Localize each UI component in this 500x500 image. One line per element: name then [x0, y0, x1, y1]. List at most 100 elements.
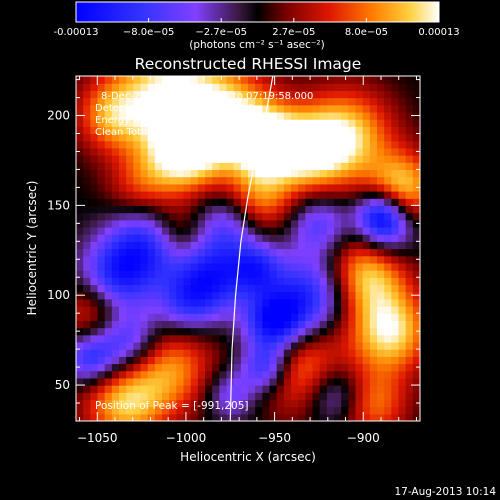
heatmap-cell: [334, 363, 342, 372]
heatmap-cell: [255, 298, 263, 307]
heatmap-cell: [190, 90, 199, 99]
heatmap-cell: [369, 90, 378, 99]
heatmap-cell: [226, 370, 235, 379]
heatmap-cell: [169, 363, 177, 372]
heatmap-cell: [140, 370, 149, 379]
heatmap-cell: [133, 413, 142, 421]
heatmap-cell: [369, 298, 378, 307]
heatmap-cell: [133, 111, 142, 120]
heatmap-cell: [126, 262, 134, 271]
heatmap-cell: [147, 205, 156, 214]
heatmap-cell: [226, 341, 235, 350]
heatmap-cell: [334, 392, 342, 401]
heatmap-cell: [162, 320, 170, 329]
heatmap-cell: [111, 313, 120, 321]
heatmap-cell: [341, 169, 349, 178]
heatmap-cell: [269, 97, 278, 106]
heatmap-cell: [233, 162, 242, 171]
heatmap-cell: [197, 356, 206, 365]
heatmap-cell: [262, 76, 271, 84]
heatmap-cell: [190, 248, 199, 257]
heatmap-cell: [140, 212, 149, 221]
heatmap-cell: [248, 262, 256, 271]
heatmap-cell: [176, 183, 185, 192]
heatmap-cell: [205, 104, 213, 113]
heatmap-cell: [197, 349, 206, 357]
heatmap-cell: [384, 212, 392, 221]
heatmap-cell: [355, 270, 364, 278]
heatmap-cell: [291, 255, 299, 264]
heatmap-cell: [212, 413, 220, 421]
heatmap-cell: [262, 140, 271, 149]
heatmap-cell: [391, 126, 400, 135]
colorbar-frame: [75, 1, 440, 23]
heatmap-cell: [334, 183, 342, 192]
heatmap-cell: [147, 104, 156, 113]
heatmap-cell: [384, 255, 392, 264]
heatmap-cell: [291, 270, 299, 278]
heatmap-cell: [83, 349, 91, 357]
heatmap-cell: [169, 111, 177, 120]
heatmap-cell: [197, 284, 206, 293]
heatmap-cell: [197, 327, 206, 336]
heatmap-cell: [305, 392, 314, 401]
heatmap-cell: [355, 291, 364, 300]
heatmap-cell: [305, 399, 314, 408]
heatmap-cell: [162, 284, 170, 293]
heatmap-cell: [384, 97, 392, 106]
heatmap-cell: [226, 219, 235, 228]
heatmap-cell: [197, 370, 206, 379]
heatmap-cell: [212, 133, 220, 142]
heatmap-cell: [97, 262, 106, 271]
y-tick-label: 150: [47, 198, 70, 212]
heatmap-cell: [205, 191, 213, 199]
heatmap-cell: [133, 119, 142, 127]
heatmap-cell: [169, 313, 177, 321]
heatmap-cell: [219, 262, 228, 271]
heatmap-cell: [262, 219, 271, 228]
heatmap-cell: [269, 298, 278, 307]
heatmap-cell: [384, 270, 392, 278]
heatmap-cell: [276, 298, 285, 307]
heatmap-cell: [326, 212, 335, 221]
heatmap-cell: [104, 334, 113, 343]
heatmap-cell: [205, 198, 213, 206]
heatmap-cell: [240, 76, 249, 84]
heatmap-cell: [140, 406, 149, 415]
heatmap-cell: [377, 291, 385, 300]
heatmap-cell: [111, 270, 120, 278]
heatmap-cell: [104, 370, 113, 379]
heatmap-cell: [154, 76, 163, 84]
heatmap-cell: [169, 140, 177, 149]
heatmap-cell: [369, 392, 378, 401]
heatmap-cell: [312, 306, 321, 314]
heatmap-cell: [248, 191, 256, 199]
heatmap-cell: [362, 111, 371, 120]
heatmap-cell: [291, 341, 299, 350]
heatmap-cell: [305, 226, 314, 235]
heatmap-cell: [154, 162, 163, 171]
heatmap-cell: [298, 147, 306, 156]
heatmap-cell: [305, 262, 314, 271]
heatmap-cell: [219, 147, 228, 156]
heatmap-cell: [190, 349, 199, 357]
heatmap-cell: [369, 104, 378, 113]
heatmap-cell: [262, 234, 271, 242]
heatmap-cell: [305, 291, 314, 300]
heatmap-cell: [83, 363, 91, 372]
heatmap-cell: [248, 104, 256, 113]
heatmap-cell: [377, 176, 385, 185]
heatmap-cell: [183, 126, 192, 135]
heatmap-cell: [405, 97, 414, 106]
heatmap-cell: [76, 341, 84, 350]
heatmap-cell: [212, 198, 220, 206]
heatmap-cell: [276, 191, 285, 199]
heatmap-cell: [412, 83, 420, 91]
heatmap-cell: [104, 320, 113, 329]
heatmap-cell: [162, 334, 170, 343]
heatmap-cell: [154, 226, 163, 235]
heatmap-cell: [384, 155, 392, 163]
heatmap-cell: [276, 104, 285, 113]
heatmap-cell: [183, 413, 192, 421]
